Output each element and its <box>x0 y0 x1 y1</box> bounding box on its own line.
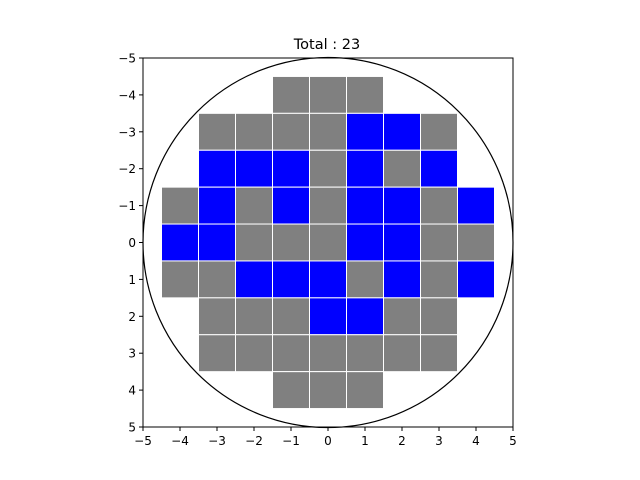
die-cell-selected <box>383 112 421 151</box>
die-cell-unselected <box>420 112 458 151</box>
y-tick-label: 1 <box>128 273 136 287</box>
y-axis: −5 −4 −3 −2 −1 0 1 2 3 4 5 <box>118 52 143 435</box>
x-tick-label: −4 <box>171 434 189 448</box>
die-cell-unselected <box>161 260 199 299</box>
die-cell-selected <box>235 149 273 188</box>
die-cell-selected <box>346 297 384 336</box>
die-cell-unselected <box>235 112 273 151</box>
die-cell-unselected <box>235 334 273 373</box>
die-cell-unselected <box>420 223 458 262</box>
die-cell-unselected <box>309 75 347 114</box>
die-cell-unselected <box>383 297 421 336</box>
die-cell-selected <box>457 186 495 225</box>
die-cell-unselected <box>309 334 347 373</box>
x-tick-label: 1 <box>361 434 369 448</box>
die-cell-selected <box>235 260 273 299</box>
die-cell-unselected <box>198 297 236 336</box>
y-tick-label: −1 <box>118 199 136 213</box>
die-cell-unselected <box>309 149 347 188</box>
die-cell-selected <box>383 223 421 262</box>
die-cells <box>161 75 495 410</box>
die-cell-selected <box>272 149 310 188</box>
x-tick-label: 2 <box>398 434 406 448</box>
die-cell-selected <box>309 260 347 299</box>
die-cell-unselected <box>272 371 310 410</box>
die-cell-selected <box>383 186 421 225</box>
die-cell-unselected <box>235 297 273 336</box>
die-cell-unselected <box>309 186 347 225</box>
die-cell-selected <box>198 149 236 188</box>
die-cell-selected <box>457 260 495 299</box>
x-tick-label: −3 <box>208 434 226 448</box>
x-tick-label: −2 <box>245 434 263 448</box>
x-tick-label: −1 <box>282 434 300 448</box>
die-cell-selected <box>198 186 236 225</box>
chart-title: Total : 23 <box>293 37 360 53</box>
y-tick-label: −4 <box>118 88 136 102</box>
x-tick-label: 4 <box>472 434 480 448</box>
die-cell-unselected <box>346 371 384 410</box>
die-cell-unselected <box>198 334 236 373</box>
die-cell-unselected <box>272 112 310 151</box>
x-tick-label: 0 <box>324 434 332 448</box>
die-cell-unselected <box>309 371 347 410</box>
die-cell-unselected <box>346 75 384 114</box>
die-cell-selected <box>346 149 384 188</box>
x-tick-label: 5 <box>509 434 517 448</box>
y-tick-label: 3 <box>128 347 136 361</box>
die-cell-unselected <box>272 297 310 336</box>
die-cell-unselected <box>309 112 347 151</box>
die-cell-selected <box>198 223 236 262</box>
y-tick-label: 0 <box>128 236 136 250</box>
die-cell-unselected <box>198 260 236 299</box>
die-cell-unselected <box>420 297 458 336</box>
y-tick-label: −3 <box>118 125 136 139</box>
die-cell-selected <box>383 260 421 299</box>
y-tick-label: 4 <box>128 384 136 398</box>
die-cell-unselected <box>383 149 421 188</box>
die-cell-selected <box>309 297 347 336</box>
die-cell-unselected <box>346 334 384 373</box>
die-cell-unselected <box>383 334 421 373</box>
die-cell-unselected <box>272 334 310 373</box>
die-cell-selected <box>272 260 310 299</box>
die-cell-unselected <box>420 186 458 225</box>
y-tick-label: 2 <box>128 310 136 324</box>
die-cell-unselected <box>309 223 347 262</box>
die-cell-selected <box>272 186 310 225</box>
die-cell-unselected <box>235 186 273 225</box>
x-tick-label: −5 <box>134 434 152 448</box>
die-cell-unselected <box>272 223 310 262</box>
y-tick-label: −5 <box>118 52 136 66</box>
x-tick-label: 3 <box>435 434 443 448</box>
die-cell-selected <box>161 223 199 262</box>
die-cell-unselected <box>420 334 458 373</box>
die-cell-unselected <box>161 186 199 225</box>
die-cell-selected <box>346 112 384 151</box>
y-tick-label: 5 <box>128 421 136 435</box>
die-cell-unselected <box>272 75 310 114</box>
die-cell-unselected <box>457 223 495 262</box>
die-cell-selected <box>346 186 384 225</box>
y-tick-label: −2 <box>118 162 136 176</box>
die-cell-selected <box>420 149 458 188</box>
die-cell-unselected <box>346 260 384 299</box>
die-cell-unselected <box>198 112 236 151</box>
x-axis: −5 −4 −3 −2 −1 0 1 2 3 4 5 <box>134 427 517 448</box>
die-cell-unselected <box>420 260 458 299</box>
die-cell-unselected <box>235 223 273 262</box>
die-cell-selected <box>346 223 384 262</box>
